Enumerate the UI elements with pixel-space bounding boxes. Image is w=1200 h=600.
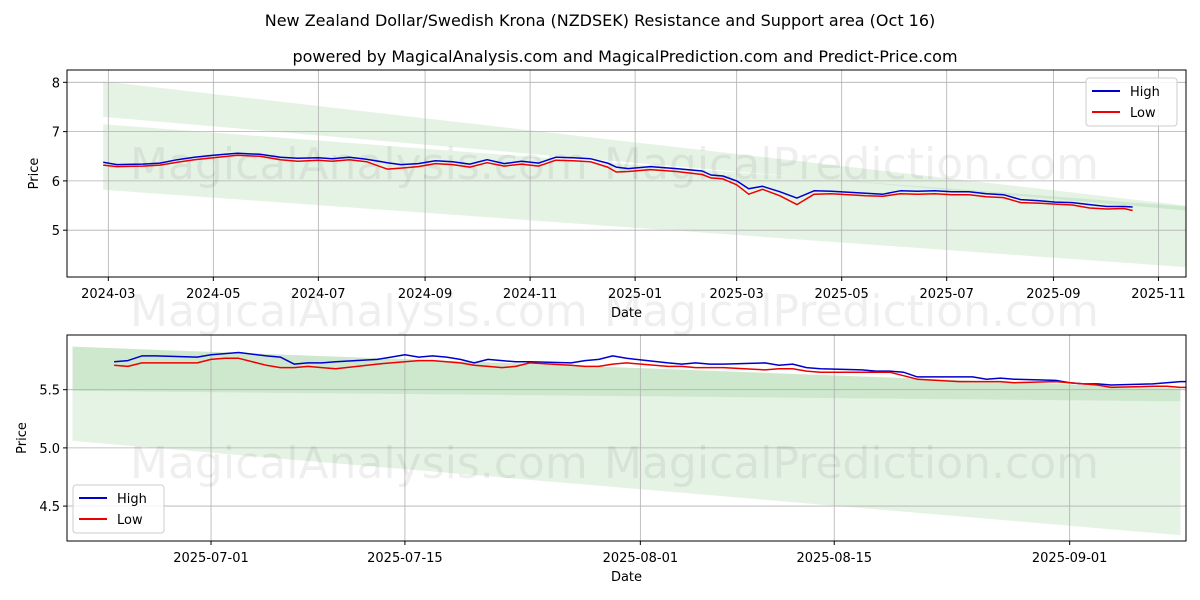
top-y-tick-label: 8 [52,76,60,91]
top-watermark-analysis: MagicalAnalysis.com [130,286,588,337]
bottom-x-tick-label: 2025-08-01 [603,551,679,566]
top-x-tick-label: 2024-05 [186,287,240,302]
bottom-chart-panel: MagicalAnalysis.com MagicalPrediction.com… [15,334,1187,585]
bottom-grid [67,335,1186,541]
bottom-x-tick-label: 2025-09-01 [1032,551,1108,566]
top-watermark-prediction: MagicalPrediction.com [604,139,1099,190]
figure-title: New Zealand Dollar/Swedish Krona (NZDSEK… [265,11,936,30]
top-legend: High Low [1085,77,1178,127]
top-x-tick-label: 2024-07 [291,287,345,302]
bottom-series [114,351,1186,389]
top-legend-label-high: High [1130,85,1160,100]
bottom-watermark-prediction: MagicalPrediction.com [604,438,1099,489]
top-x-tick-label: 2024-11 [503,287,557,302]
figure-subtitle: powered by MagicalAnalysis.com and Magic… [292,47,957,66]
top-grid [67,70,1186,277]
bottom-y-tick-label: 4.5 [39,500,60,515]
bottom-legend-label-low: Low [117,513,143,528]
top-series [103,152,1133,212]
bottom-x-tick-label: 2025-08-15 [796,551,872,566]
bottom-x-tick-label: 2025-07-01 [173,551,249,566]
top-x-tick-label: 2024-09 [398,287,452,302]
top-watermark-analysis: MagicalAnalysis.com [130,139,588,190]
top-x-tick-label: 2025-07 [920,287,974,302]
bottom-legend-label-high: High [117,492,147,507]
top-y-tick-label: 7 [52,126,60,141]
top-y-tick-label: 6 [52,175,60,190]
bottom-series-line-low [114,357,1186,389]
bottom-x-tick-label: 2025-07-15 [367,551,443,566]
top-x-tick-label: 2025-01 [608,287,662,302]
top-x-axis-label: Date [611,306,642,321]
top-resistance-band [103,81,1186,211]
bottom-y-axis-label: Price [15,422,30,454]
top-watermark-prediction: MagicalPrediction.com [604,286,1099,337]
top-series-line-high [103,152,1133,208]
top-y-axis-label: Price [27,158,42,190]
bottom-series-line-high [114,351,1186,386]
bottom-plot-frame [66,334,1187,542]
bottom-watermark-analysis: MagicalAnalysis.com [130,438,588,489]
top-x-tick-label: 2025-11 [1131,287,1185,302]
bottom-x-axis-label: Date [611,570,642,585]
top-series-line-low [103,154,1133,212]
bottom-y-tick-label: 5.0 [39,442,60,457]
top-x-tick-label: 2025-03 [710,287,764,302]
top-x-tick-label: 2025-09 [1026,287,1080,302]
top-legend-label-low: Low [1130,106,1156,121]
top-x-tick-label: 2024-03 [81,287,135,302]
top-x-tick-label: 2025-05 [815,287,869,302]
top-chart-panel: MagicalAnalysis.com MagicalPrediction.com… [27,69,1187,337]
bottom-y-tick-label: 5.5 [39,384,60,399]
bottom-legend: High Low [72,484,165,534]
top-y-tick-label: 5 [52,224,60,239]
bottom-support-band [72,346,1181,536]
top-plot-frame [66,69,1187,278]
